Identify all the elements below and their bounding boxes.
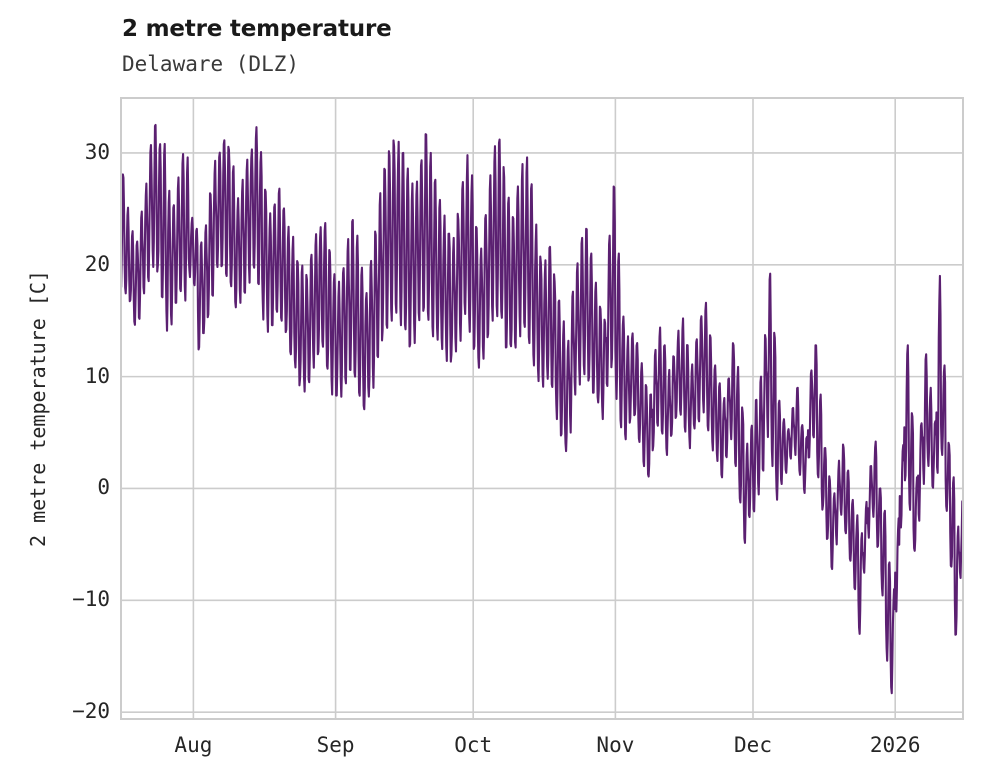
y-tick-label: 30 xyxy=(84,139,110,164)
plot-area xyxy=(120,97,964,720)
y-tick-label: 0 xyxy=(97,475,110,500)
temperature-line xyxy=(120,123,964,695)
y-tick-label: −20 xyxy=(72,699,110,724)
plot-border xyxy=(120,97,964,720)
x-tick-label: Sep xyxy=(316,733,355,757)
y-axis-tick-labels: 30 20 10 0 −10 −20 xyxy=(32,97,110,724)
x-tick-label: Oct xyxy=(454,733,493,757)
temperature-series xyxy=(120,123,964,695)
temperature-line-chart xyxy=(120,97,964,720)
x-tick-label: Nov xyxy=(596,733,635,757)
x-tick-label: Aug xyxy=(174,733,213,757)
chart-subtitle: Delaware (DLZ) xyxy=(122,52,300,76)
x-tick-label: Dec xyxy=(734,733,772,757)
x-tick-label: 2026 xyxy=(869,733,921,757)
y-tick-label: −10 xyxy=(72,587,110,612)
chart-title: 2 metre temperature xyxy=(122,16,392,42)
y-tick-label: 20 xyxy=(84,251,110,276)
y-tick-label: 10 xyxy=(84,363,110,388)
x-axis-tick-labels: Aug Sep Oct Nov Dec 2026 xyxy=(120,735,964,769)
